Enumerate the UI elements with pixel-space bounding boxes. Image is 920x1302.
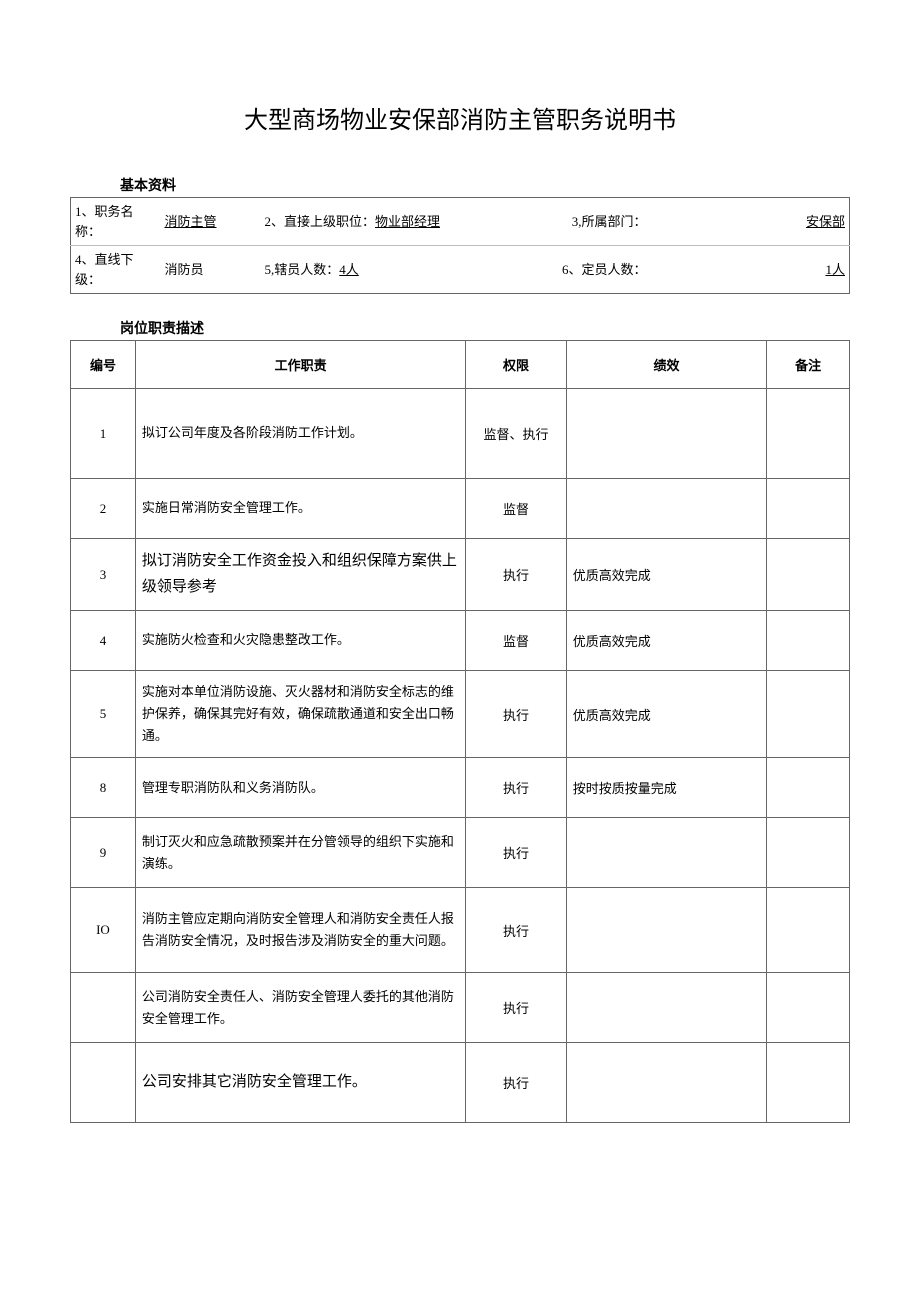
cell-perf — [566, 818, 767, 888]
document-title: 大型商场物业安保部消防主管职务说明书 — [70, 100, 850, 135]
basic-value-staffcount: 4人 — [339, 262, 359, 277]
basic-row-2: 4、直线下级： 消防员 5,辖员人数：4人 6、定员人数： 1人 — [71, 246, 850, 294]
cell-note — [767, 389, 850, 479]
basic-value-jobname: 消防主管 — [161, 198, 261, 246]
table-row: 2 实施日常消防安全管理工作。 监督 — [71, 479, 850, 539]
table-row: 公司消防安全责任人、消防安全管理人委托的其他消防安全管理工作。 执行 — [71, 973, 850, 1043]
duties-table: 编号 工作职责 权限 绩效 备注 1 拟订公司年度及各阶段消防工作计划。 监督、… — [70, 340, 850, 1123]
basic-row-1: 1、职务名称： 消防主管 2、直接上级职位：物业部经理 3,所属部门： 安保部 — [71, 198, 850, 246]
basic-label-dept: 3,所属部门： — [521, 198, 651, 246]
cell-duty: 实施对本单位消防设施、灭火器材和消防安全标志的维护保养，确保其完好有效，确保疏散… — [135, 671, 465, 758]
cell-duty: 管理专职消防队和义务消防队。 — [135, 758, 465, 818]
cell-perf — [566, 888, 767, 973]
cell-duty: 拟订消防安全工作资金投入和组织保障方案供上级领导参考 — [135, 539, 465, 611]
header-duty: 工作职责 — [135, 341, 465, 389]
cell-auth: 监督 — [466, 611, 566, 671]
cell-note — [767, 1043, 850, 1123]
table-row: 5 实施对本单位消防设施、灭火器材和消防安全标志的维护保养，确保其完好有效，确保… — [71, 671, 850, 758]
basic-label-supervisor: 2、直接上级职位： — [265, 214, 376, 229]
cell-num: 3 — [71, 539, 136, 611]
basic-value-supervisor: 物业部经理 — [375, 214, 440, 229]
cell-note — [767, 611, 850, 671]
basic-value-dept: 安保部 — [651, 198, 850, 246]
cell-note — [767, 973, 850, 1043]
cell-duty: 拟订公司年度及各阶段消防工作计划。 — [135, 389, 465, 479]
cell-note — [767, 479, 850, 539]
cell-note — [767, 539, 850, 611]
section-basic-label: 基本资料 — [120, 175, 850, 195]
cell-duty: 消防主管应定期向消防安全管理人和消防安全责任人报告消防安全情况，及时报告涉及消防… — [135, 888, 465, 973]
cell-auth: 监督 — [466, 479, 566, 539]
cell-perf — [566, 1043, 767, 1123]
cell-auth: 执行 — [466, 1043, 566, 1123]
cell-note — [767, 671, 850, 758]
cell-duty: 制订灭火和应急疏散预案并在分管领导的组织下实施和演练。 — [135, 818, 465, 888]
basic-value-headcount: 1人 — [651, 246, 850, 294]
table-row: 公司安排其它消防安全管理工作。 执行 — [71, 1043, 850, 1123]
table-row: 4 实施防火检查和火灾隐患整改工作。 监督 优质高效完成 — [71, 611, 850, 671]
cell-auth: 监督、执行 — [466, 389, 566, 479]
cell-auth: 执行 — [466, 758, 566, 818]
cell-perf — [566, 973, 767, 1043]
cell-perf: 优质高效完成 — [566, 671, 767, 758]
cell-num: 8 — [71, 758, 136, 818]
cell-num — [71, 973, 136, 1043]
basic-label-subordinate: 4、直线下级： — [71, 246, 161, 294]
cell-perf — [566, 479, 767, 539]
header-auth: 权限 — [466, 341, 566, 389]
basic-cell-staffcount: 5,辖员人数：4人 — [261, 246, 521, 294]
basic-label-staffcount: 5,辖员人数： — [265, 262, 340, 277]
cell-note — [767, 888, 850, 973]
cell-num: 9 — [71, 818, 136, 888]
cell-duty: 公司消防安全责任人、消防安全管理人委托的其他消防安全管理工作。 — [135, 973, 465, 1043]
cell-auth: 执行 — [466, 818, 566, 888]
cell-num: IO — [71, 888, 136, 973]
cell-duty: 实施日常消防安全管理工作。 — [135, 479, 465, 539]
duties-header-row: 编号 工作职责 权限 绩效 备注 — [71, 341, 850, 389]
cell-auth: 执行 — [466, 671, 566, 758]
basic-value-subordinate: 消防员 — [161, 246, 261, 294]
header-perf: 绩效 — [566, 341, 767, 389]
cell-duty: 公司安排其它消防安全管理工作。 — [135, 1043, 465, 1123]
basic-info-table: 1、职务名称： 消防主管 2、直接上级职位：物业部经理 3,所属部门： 安保部 … — [70, 197, 850, 294]
cell-auth: 执行 — [466, 888, 566, 973]
cell-perf — [566, 389, 767, 479]
cell-num: 1 — [71, 389, 136, 479]
cell-num — [71, 1043, 136, 1123]
table-row: 8 管理专职消防队和义务消防队。 执行 按时按质按量完成 — [71, 758, 850, 818]
cell-duty: 实施防火检查和火灾隐患整改工作。 — [135, 611, 465, 671]
cell-num: 2 — [71, 479, 136, 539]
basic-label-jobname: 1、职务名称： — [71, 198, 161, 246]
header-note: 备注 — [767, 341, 850, 389]
basic-cell-supervisor: 2、直接上级职位：物业部经理 — [261, 198, 521, 246]
basic-label-headcount: 6、定员人数： — [521, 246, 651, 294]
table-row: 1 拟订公司年度及各阶段消防工作计划。 监督、执行 — [71, 389, 850, 479]
table-row: IO 消防主管应定期向消防安全管理人和消防安全责任人报告消防安全情况，及时报告涉… — [71, 888, 850, 973]
table-row: 9 制订灭火和应急疏散预案并在分管领导的组织下实施和演练。 执行 — [71, 818, 850, 888]
cell-note — [767, 758, 850, 818]
cell-num: 4 — [71, 611, 136, 671]
cell-note — [767, 818, 850, 888]
cell-auth: 执行 — [466, 973, 566, 1043]
cell-perf: 优质高效完成 — [566, 539, 767, 611]
header-num: 编号 — [71, 341, 136, 389]
section-duties-label: 岗位职责描述 — [120, 318, 850, 338]
cell-perf: 优质高效完成 — [566, 611, 767, 671]
cell-auth: 执行 — [466, 539, 566, 611]
cell-num: 5 — [71, 671, 136, 758]
cell-perf: 按时按质按量完成 — [566, 758, 767, 818]
table-row: 3 拟订消防安全工作资金投入和组织保障方案供上级领导参考 执行 优质高效完成 — [71, 539, 850, 611]
